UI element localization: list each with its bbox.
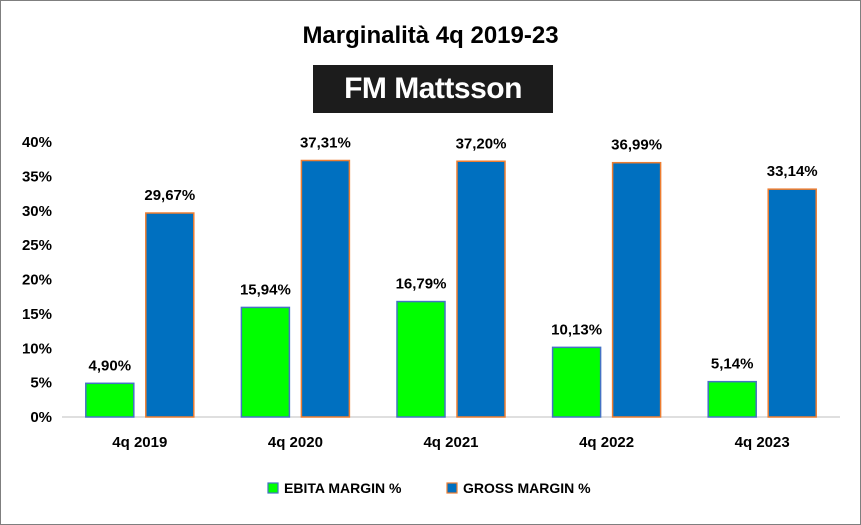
chart-title: Marginalità 4q 2019-23 — [302, 22, 559, 49]
bar-gross-4 — [767, 188, 817, 418]
data-label: 36,99% — [611, 137, 662, 154]
legend-label-ebita: EBITA MARGIN % — [284, 480, 402, 496]
data-label: 33,14% — [767, 163, 818, 180]
bar-ebita-1 — [240, 306, 291, 418]
x-tick-label: 4q 2021 — [423, 434, 478, 451]
y-tick-label: 35% — [22, 168, 52, 185]
chart-data-labels: 4,90% 29,67% 15,94% 37,31% 16,79% 37,20% 10,13… — [89, 134, 818, 374]
legend-swatch-ebita — [267, 482, 279, 494]
data-label: 10,13% — [551, 321, 602, 338]
bar-ebita-2 — [396, 300, 446, 418]
bar-ebita-4 — [707, 380, 757, 418]
data-label: 5,14% — [711, 356, 754, 373]
data-label: 37,20% — [456, 135, 507, 152]
chart-legend: EBITA MARGIN % GROSS MARGIN % — [267, 480, 591, 496]
y-tick-label: 40% — [22, 134, 52, 151]
data-label: 4,90% — [89, 357, 132, 374]
legend-label-gross: GROSS MARGIN % — [463, 480, 591, 496]
bar-gross-1 — [300, 159, 351, 418]
x-tick-label: 4q 2020 — [268, 434, 323, 451]
y-tick-label: 10% — [22, 340, 52, 357]
bar-gross-0 — [145, 212, 195, 418]
brand-logo-text: FM Mattsson — [344, 72, 522, 105]
data-label: 37,31% — [300, 134, 351, 151]
y-tick-label: 25% — [22, 237, 52, 254]
y-tick-label: 15% — [22, 306, 52, 323]
bar-gross-3 — [611, 161, 662, 418]
bar-ebita-0 — [85, 382, 135, 418]
data-label: 15,94% — [240, 281, 291, 298]
x-tick-label: 4q 2019 — [112, 434, 167, 451]
bar-gross-2 — [456, 160, 506, 418]
y-tick-label: 30% — [22, 203, 52, 220]
x-tick-label: 4q 2023 — [735, 434, 790, 451]
data-label: 29,67% — [144, 187, 195, 204]
y-tick-label: 5% — [30, 375, 52, 392]
y-tick-label: 20% — [22, 272, 52, 289]
chart-bars — [85, 159, 817, 418]
x-tick-label: 4q 2022 — [579, 434, 634, 451]
brand-logo: FM Mattsson — [313, 65, 553, 113]
legend-swatch-gross — [446, 482, 458, 494]
y-tick-label: 0% — [30, 409, 52, 426]
bar-ebita-3 — [551, 346, 602, 418]
data-label: 16,79% — [396, 276, 447, 293]
